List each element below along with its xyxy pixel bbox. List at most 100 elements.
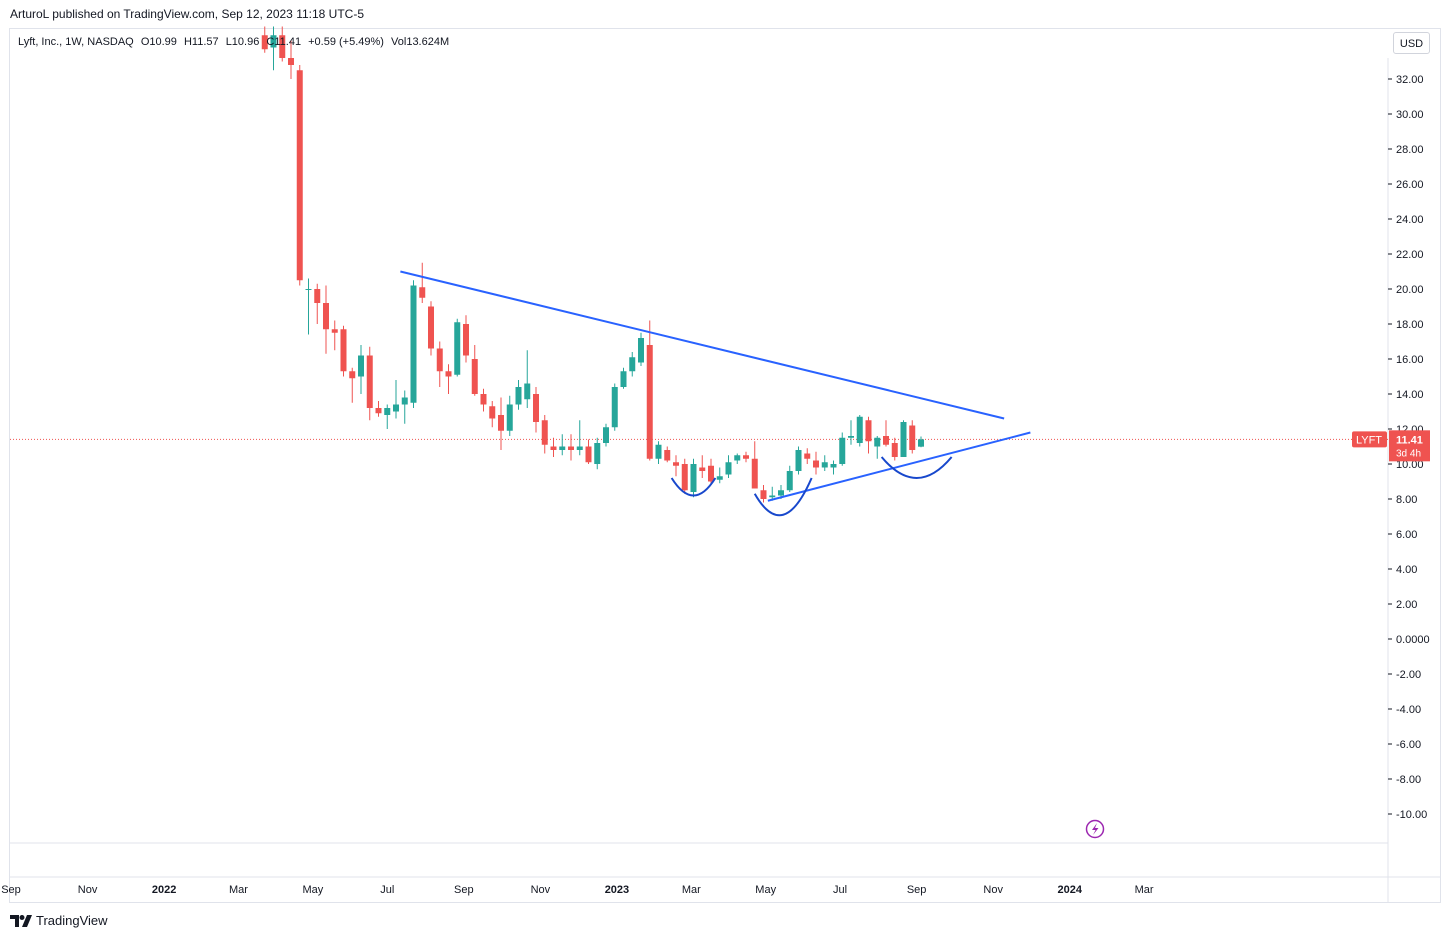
- candle-down: [471, 345, 478, 396]
- candle-up: [305, 278, 312, 335]
- candle-down: [480, 388, 487, 412]
- y-tick-label: -4.00: [1396, 704, 1421, 716]
- tradingview-brand-text: TradingView: [36, 913, 108, 928]
- candle-up: [410, 280, 417, 408]
- candle-body: [393, 404, 399, 412]
- candle-up: [393, 380, 399, 419]
- candle-down: [664, 446, 671, 463]
- candle-body: [725, 462, 732, 475]
- candle-body: [629, 357, 636, 372]
- candle-down: [646, 320, 653, 461]
- candle-body: [900, 422, 907, 457]
- candle-up: [874, 436, 881, 459]
- candle-up: [384, 404, 391, 429]
- candle-up: [830, 460, 837, 475]
- x-tick-label: 2022: [152, 884, 176, 896]
- candle-down: [813, 451, 819, 475]
- candle-body: [419, 287, 426, 298]
- x-tick-label: May: [755, 884, 776, 896]
- candle-down: [681, 458, 688, 494]
- candle-body: [480, 394, 487, 405]
- candle-body: [891, 443, 898, 457]
- candle-down: [585, 439, 592, 464]
- candle-body: [349, 371, 356, 379]
- candle-body: [918, 439, 924, 447]
- candle-body: [909, 425, 916, 450]
- candle-up: [856, 415, 863, 447]
- candle-up: [848, 420, 854, 445]
- candle-body: [506, 404, 513, 431]
- candle-body: [375, 408, 382, 414]
- lightning-event-icon[interactable]: [1085, 819, 1105, 839]
- candle-down: [375, 401, 382, 417]
- candle-body: [786, 471, 793, 491]
- candle-up: [524, 350, 531, 408]
- candle-up: [603, 423, 609, 447]
- candle-body: [839, 437, 846, 464]
- y-tick-label: 32.00: [1396, 74, 1424, 86]
- legend-high: H11.57: [183, 36, 219, 48]
- y-tick-label: 10.00: [1396, 459, 1424, 471]
- candle-body: [401, 397, 408, 405]
- candle-down: [568, 434, 574, 461]
- x-tick-label: 2024: [1058, 884, 1083, 896]
- symbol-tag-label: LYFT: [1356, 434, 1382, 446]
- x-tick-label: Sep: [907, 884, 927, 896]
- candle-up: [839, 432, 846, 466]
- candle-body: [620, 371, 627, 387]
- y-tick-label: -8.00: [1396, 774, 1421, 786]
- candle-body: [340, 329, 347, 372]
- cup-arc-1: [670, 477, 717, 497]
- candle-down: [340, 325, 347, 377]
- candle-body: [751, 458, 758, 489]
- candle-body: [585, 446, 592, 463]
- candle-down: [288, 40, 294, 79]
- candle-up: [358, 345, 364, 394]
- candle-body: [576, 446, 583, 450]
- candle-up: [270, 26, 277, 71]
- tradingview-logo-icon: [10, 914, 32, 927]
- legend-open: O10.99: [140, 36, 177, 48]
- y-tick-label: 28.00: [1396, 144, 1424, 156]
- candle-up: [900, 420, 907, 457]
- candle-up: [725, 455, 732, 478]
- candle-body: [270, 35, 277, 48]
- candle-body: [305, 289, 312, 290]
- candle-body: [638, 338, 644, 363]
- candle-down: [673, 455, 679, 477]
- currency-button[interactable]: USD: [1393, 32, 1430, 54]
- candle-down: [533, 387, 539, 433]
- candle-body: [261, 35, 268, 50]
- candle-down: [261, 26, 268, 53]
- candle-down: [550, 437, 557, 457]
- candle-down: [541, 415, 548, 454]
- candle-body: [743, 455, 749, 459]
- legend-symbol: Lyft, Inc., 1W, NASDAQ: [18, 36, 134, 48]
- candle-down: [891, 437, 898, 461]
- candle-body: [524, 383, 531, 400]
- x-tick-label: Mar: [229, 884, 248, 896]
- candle-body: [559, 446, 566, 450]
- candle-body: [314, 289, 321, 303]
- y-tick-label: 14.00: [1396, 389, 1424, 401]
- tradingview-logo[interactable]: TradingView: [10, 913, 108, 928]
- symbol-tag-bg: [1352, 431, 1387, 448]
- candle-body: [734, 455, 741, 461]
- candle-body: [611, 387, 618, 428]
- candle-body: [489, 406, 496, 419]
- x-tick-label: Mar: [1135, 884, 1154, 896]
- candle-body: [603, 427, 609, 443]
- candle-body: [384, 408, 391, 415]
- candle-body: [874, 437, 881, 447]
- y-tick-label: 20.00: [1396, 284, 1424, 296]
- x-tick-label: Jul: [380, 884, 394, 896]
- y-tick-label: 8.00: [1396, 494, 1417, 506]
- candle-body: [681, 464, 688, 491]
- candle-up: [506, 395, 513, 436]
- candle-body: [673, 462, 679, 466]
- candle-down: [419, 262, 426, 303]
- candle-body: [716, 476, 723, 480]
- candle-body: [594, 443, 601, 464]
- x-tick-label: Jul: [833, 884, 847, 896]
